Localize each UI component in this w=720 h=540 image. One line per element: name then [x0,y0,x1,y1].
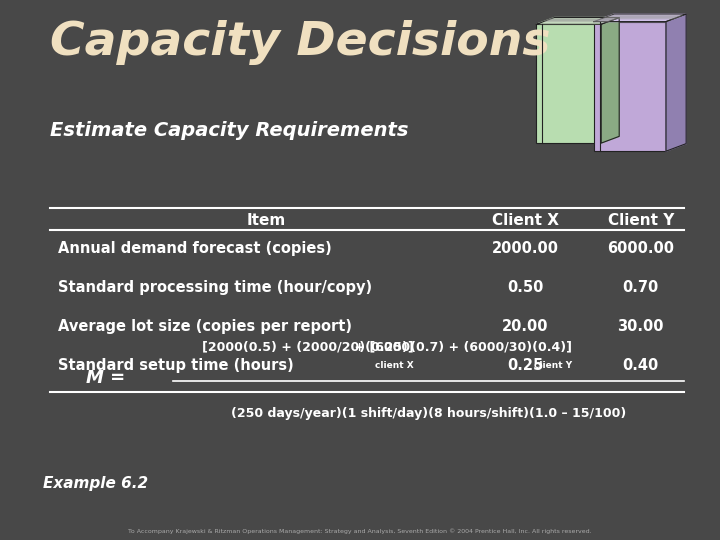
Text: Item: Item [247,213,286,228]
Text: (250 days/year)(1 shift/day)(8 hours/shift)(1.0 – 15/100): (250 days/year)(1 shift/day)(8 hours/shi… [231,407,626,420]
Text: To Accompany Krajewski & Ritzman Operations Management: Strategy and Analysis, S: To Accompany Krajewski & Ritzman Operati… [128,528,592,534]
Polygon shape [536,18,619,24]
Text: Estimate Capacity Requirements: Estimate Capacity Requirements [50,122,409,140]
Text: Standard setup time (hours): Standard setup time (hours) [58,357,293,373]
Text: 0.70: 0.70 [623,280,659,295]
Text: Capacity Decisions: Capacity Decisions [50,20,551,65]
Text: client Y: client Y [534,361,572,370]
Polygon shape [601,18,619,143]
Text: client X: client X [375,361,414,370]
Text: Standard processing time (hour/copy): Standard processing time (hour/copy) [58,280,372,295]
Text: 0.40: 0.40 [623,357,659,373]
Text: 30.00: 30.00 [618,319,664,334]
Text: + [6000(0.7) + (6000/30)(0.4)]: + [6000(0.7) + (6000/30)(0.4)] [351,341,572,354]
Text: Example 6.2: Example 6.2 [43,476,148,491]
Text: M =: M = [86,369,126,387]
Text: 0.25: 0.25 [508,357,544,373]
Text: Average lot size (copies per report): Average lot size (copies per report) [58,319,351,334]
Text: 0.50: 0.50 [508,280,544,295]
Text: 20.00: 20.00 [503,319,549,334]
Polygon shape [594,14,686,22]
Text: Client X: Client X [492,213,559,228]
Text: 6000.00: 6000.00 [607,241,675,256]
Text: Client Y: Client Y [608,213,674,228]
Polygon shape [666,14,686,151]
Text: 2000.00: 2000.00 [492,241,559,256]
FancyBboxPatch shape [536,24,601,143]
FancyBboxPatch shape [594,22,666,151]
Text: [2000(0.5) + (2000/20)(0.25)]: [2000(0.5) + (2000/20)(0.25)] [202,341,414,354]
Text: Annual demand forecast (copies): Annual demand forecast (copies) [58,241,331,256]
